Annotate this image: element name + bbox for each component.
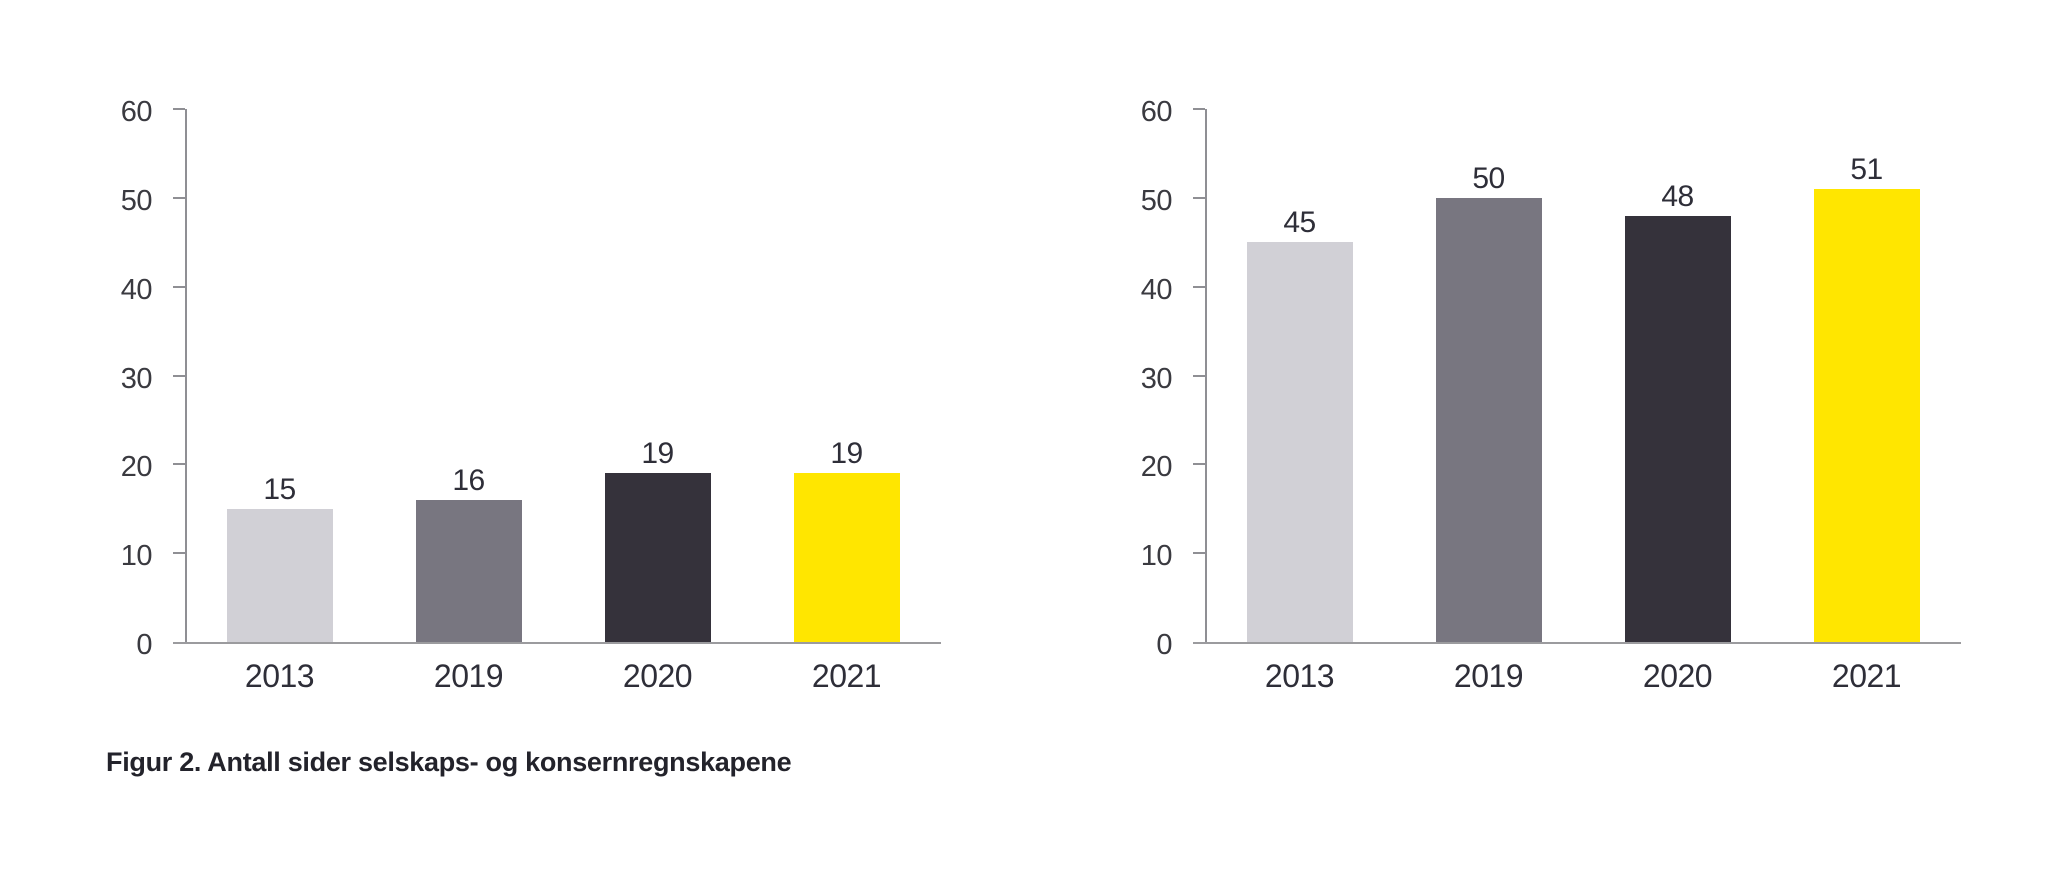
y-tick-label: 30 (120, 362, 153, 395)
bar-value-label: 16 (452, 464, 485, 497)
x-axis-line (1193, 642, 1961, 644)
y-tick-label: 30 (1140, 362, 1173, 395)
y-tick-label: 60 (120, 96, 153, 128)
y-tick-mark (1193, 374, 1205, 377)
y-tick-mark (173, 374, 185, 377)
bar-value-label: 48 (1661, 180, 1694, 213)
bar-value-label: 50 (1472, 162, 1505, 195)
y-tick-mark (1193, 552, 1205, 555)
y-tick-mark (1193, 463, 1205, 466)
y-tick-mark (1193, 108, 1205, 110)
bar-2013 (227, 509, 333, 642)
y-tick-label: 10 (120, 540, 153, 573)
bar-value-label: 45 (1283, 206, 1316, 239)
x-category-label: 2019 (1453, 658, 1524, 694)
y-tick-mark (173, 285, 185, 288)
x-category-label: 2020 (622, 658, 693, 694)
bar-value-label: 15 (263, 473, 296, 506)
y-tick-mark (173, 552, 185, 555)
figure-caption: Figur 2. Antall sider selskaps- og konse… (106, 747, 792, 777)
x-category-label: 2013 (244, 658, 315, 694)
x-category-label: 2019 (433, 658, 504, 694)
y-tick-label: 50 (1140, 184, 1173, 217)
bar-2019 (1436, 198, 1542, 642)
bar-2021 (794, 473, 900, 642)
y-tick-label: 40 (1140, 273, 1173, 306)
y-tick-label: 20 (1140, 451, 1173, 484)
bar-2020 (605, 473, 711, 642)
bar-2021 (1814, 189, 1920, 642)
bar-value-label: 19 (830, 437, 863, 470)
y-tick-mark (173, 463, 185, 466)
y-tick-label: 10 (1140, 540, 1173, 573)
bar-2013 (1247, 242, 1353, 642)
y-tick-label: 20 (120, 451, 153, 484)
y-tick-label: 60 (1140, 96, 1173, 128)
y-tick-mark (1193, 285, 1205, 288)
y-tick-label: 50 (120, 184, 153, 217)
bar-2019 (416, 500, 522, 642)
x-category-label: 2020 (1642, 658, 1713, 694)
x-category-label: 2021 (811, 658, 882, 694)
y-tick-mark (1193, 196, 1205, 199)
y-tick-label: 0 (1156, 629, 1172, 661)
bar-value-label: 51 (1850, 153, 1883, 186)
x-axis-line (173, 642, 941, 644)
bar-value-label: 19 (641, 437, 674, 470)
y-tick-mark (173, 196, 185, 199)
y-tick-label: 0 (136, 629, 152, 661)
y-axis-line (1205, 109, 1207, 642)
x-category-label: 2013 (1264, 658, 1335, 694)
y-axis-line (185, 109, 187, 642)
x-category-label: 2021 (1831, 658, 1902, 694)
y-tick-mark (173, 108, 185, 110)
bar-2020 (1625, 216, 1731, 642)
y-tick-label: 40 (120, 273, 153, 306)
